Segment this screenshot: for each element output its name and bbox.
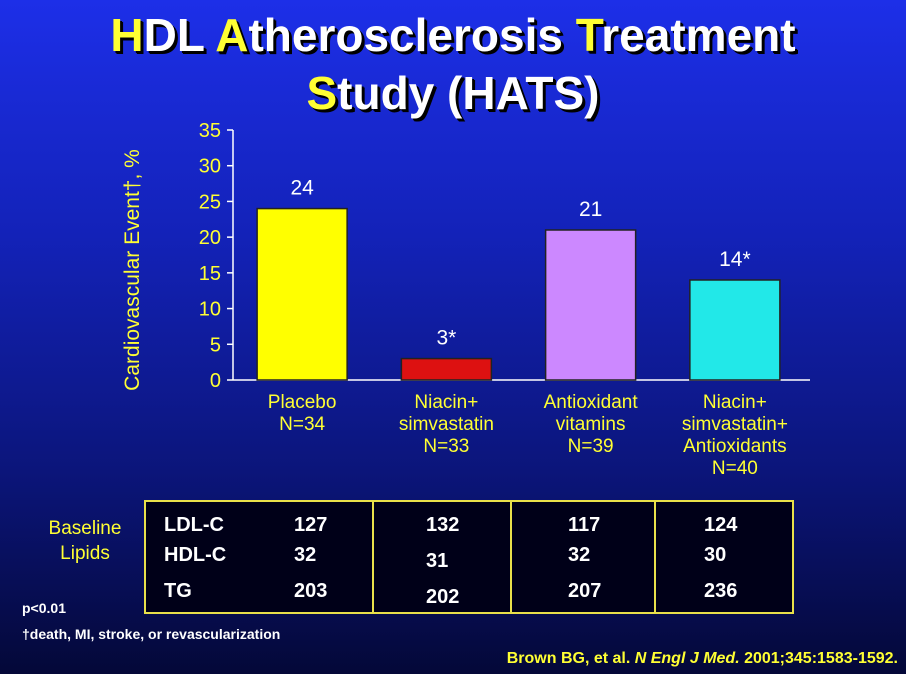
lipid-value-cell: 31 <box>426 550 449 572</box>
title-initial-h: H <box>110 9 144 61</box>
bar <box>689 279 781 381</box>
category-label-line: vitamins <box>555 414 626 435</box>
y-axis-label: Cardiovascular Event†, % <box>121 149 144 391</box>
category-label-line: Niacin+ <box>414 392 479 413</box>
title-initial-s: S <box>306 67 338 119</box>
lipid-value-cell: 207 <box>568 580 602 602</box>
y-tick-label: 10 <box>199 299 221 321</box>
bar-value-label: 21 <box>579 198 602 221</box>
category-label-line: Antioxidants <box>683 436 787 457</box>
category-label-line: Placebo <box>267 392 337 413</box>
lipid-value-cell: 117 <box>568 514 601 536</box>
title-word-treatment: reatment <box>601 9 796 61</box>
slide-title-line-2: Study (HATS) <box>0 70 906 116</box>
y-tick-label: 35 <box>199 120 221 142</box>
table-column-divider <box>510 502 512 612</box>
category-label-line: N=40 <box>711 458 758 479</box>
title-initial-a: A <box>215 9 249 61</box>
y-tick-label: 0 <box>210 370 221 392</box>
title-initial-t: T <box>575 9 602 61</box>
citation-details: 2001;345:1583-1592. <box>739 650 898 667</box>
category-label-line: N=34 <box>279 414 326 435</box>
title-word-study: tudy (HATS) <box>337 67 600 119</box>
y-tick-label: 15 <box>199 263 221 285</box>
citation-authors: Brown BG, et al. <box>506 650 635 667</box>
lipid-value-cell: 127 <box>294 514 328 536</box>
baseline-label-line-2: Lipids <box>60 543 110 564</box>
category-label: Niacin+ simvastatin N=33 <box>376 392 516 458</box>
lipid-value-cell: 32 <box>568 544 591 566</box>
p-value-note: p<0.01 <box>22 600 66 616</box>
lipid-value-cell: 203 <box>294 580 328 602</box>
category-label: Niacin+ simvastatin+ Antioxidants N=40 <box>665 392 805 480</box>
table-column-divider <box>654 502 656 612</box>
baseline-label-line-1: Baseline <box>48 518 122 539</box>
bar <box>256 207 348 381</box>
y-tick-label: 20 <box>199 227 221 249</box>
lipid-value-cell: 132 <box>426 514 460 536</box>
lipid-value-cell: 236 <box>704 580 738 602</box>
citation: Brown BG, et al. N Engl J Med. 2001;345:… <box>507 650 898 668</box>
bar <box>544 229 637 381</box>
slide-title-line-1: HDL Atherosclerosis Treatment <box>0 12 906 58</box>
lipid-value-cell: 32 <box>294 544 317 566</box>
category-label-line: N=39 <box>567 436 614 457</box>
lipid-value-cell: 202 <box>426 586 460 608</box>
baseline-lipids-label: Baseline Lipids <box>30 516 140 566</box>
category-label-line: Niacin+ <box>702 392 767 413</box>
category-label-line: simvastatin <box>398 414 494 435</box>
bar-value-label: 24 <box>290 177 314 200</box>
citation-journal: N Engl J Med. <box>634 650 740 667</box>
title-word-hdl: DL <box>143 9 216 61</box>
category-label: Antioxidant vitamins N=39 <box>521 392 661 458</box>
bar-value-label: 14* <box>719 248 751 271</box>
category-label: Placebo N=34 <box>232 392 372 436</box>
lipid-value-cell: 124 <box>704 514 738 536</box>
lipid-row-name: TG <box>164 580 192 602</box>
lipid-value-cell: 30 <box>704 544 727 566</box>
category-label-line: N=33 <box>423 436 470 457</box>
category-label-line: simvastatin+ <box>681 414 788 435</box>
y-tick-label: 30 <box>199 156 221 178</box>
lipids-table: LDL-C HDL-C TG 127 32 203 132 31 202 117 32 207 124 3… <box>144 500 794 614</box>
y-tick-label: 25 <box>199 191 221 213</box>
bar-value-label: 3* <box>436 327 456 350</box>
lipid-row-name: HDL-C <box>164 544 227 566</box>
title-word-atherosclerosis: therosclerosis <box>248 9 576 61</box>
footnote: †death, MI, stroke, or revascularization <box>22 626 281 642</box>
y-tick-label: 5 <box>210 334 221 356</box>
category-label-line: Antioxidant <box>543 392 638 413</box>
lipid-row-name: LDL-C <box>164 514 224 536</box>
bar <box>400 357 493 381</box>
table-column-divider <box>372 502 374 612</box>
